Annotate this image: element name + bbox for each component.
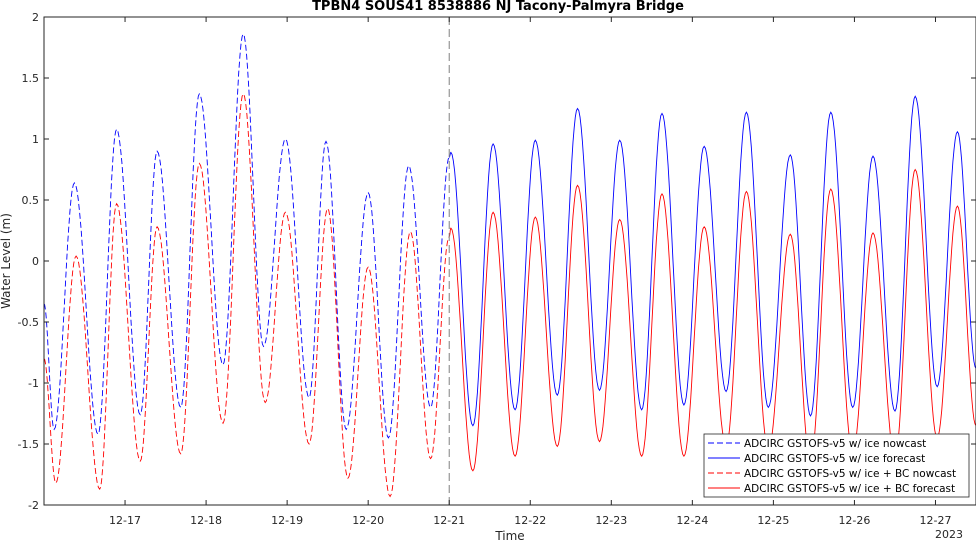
x-tick-label: 12-24: [676, 514, 708, 527]
series-line-4: [448, 168, 976, 472]
y-tick-label: 0: [32, 255, 39, 268]
legend-label-3: ADCIRC GSTOFS-v5 w/ ice + BC nowcast: [744, 468, 956, 480]
x-tick-label: 12-25: [757, 514, 789, 527]
x-tick-label: 12-19: [271, 514, 303, 527]
plot-area: [44, 17, 976, 505]
x-tick-label: 12-22: [514, 514, 546, 527]
x-tick-label: 12-17: [109, 514, 141, 527]
y-tick-label: 1.5: [22, 72, 40, 85]
x-tick-label: 12-20: [352, 514, 384, 527]
x-tick-label: 12-26: [838, 514, 870, 527]
legend-label-2: ADCIRC GSTOFS-v5 w/ ice forecast: [744, 453, 925, 465]
y-tick-label: -1.5: [18, 438, 39, 451]
y-tick-label: -1: [28, 377, 39, 390]
legend: ADCIRC GSTOFS-v5 w/ ice nowcast ADCIRC GS…: [703, 433, 970, 498]
series-line-1: [44, 33, 450, 439]
y-tick-label: 2: [32, 11, 39, 24]
series-line-3: [44, 92, 450, 498]
y-tick-label: -0.5: [18, 316, 39, 329]
legend-box: [703, 433, 970, 498]
axes: -2 -1.5 -1 -0.5 0 0.5 1 1.5 2 12-17 12-18 12-19 12-2…: [18, 11, 976, 527]
y-tick-label: 1: [32, 133, 39, 146]
legend-label-1: ADCIRC GSTOFS-v5 w/ ice nowcast: [744, 438, 926, 450]
y-tick-label: 0.5: [22, 194, 40, 207]
series-line-2: [448, 95, 976, 427]
x-tick-label: 12-23: [595, 514, 627, 527]
legend-label-4: ADCIRC GSTOFS-v5 w/ ice + BC forecast: [744, 483, 955, 495]
x-axis-year-label: 2023: [935, 528, 963, 541]
y-tick-label: -2: [28, 499, 39, 512]
y-axis-label: Water Level (m): [0, 213, 13, 309]
x-tick-label: 12-18: [190, 514, 222, 527]
x-tick-label: 12-27: [919, 514, 951, 527]
x-tick-label: 12-21: [433, 514, 465, 527]
chart-title: TPBN4 SOUS41 8538886 NJ Tacony-Palmyra B…: [312, 0, 684, 14]
x-axis-label: Time: [494, 529, 524, 541]
